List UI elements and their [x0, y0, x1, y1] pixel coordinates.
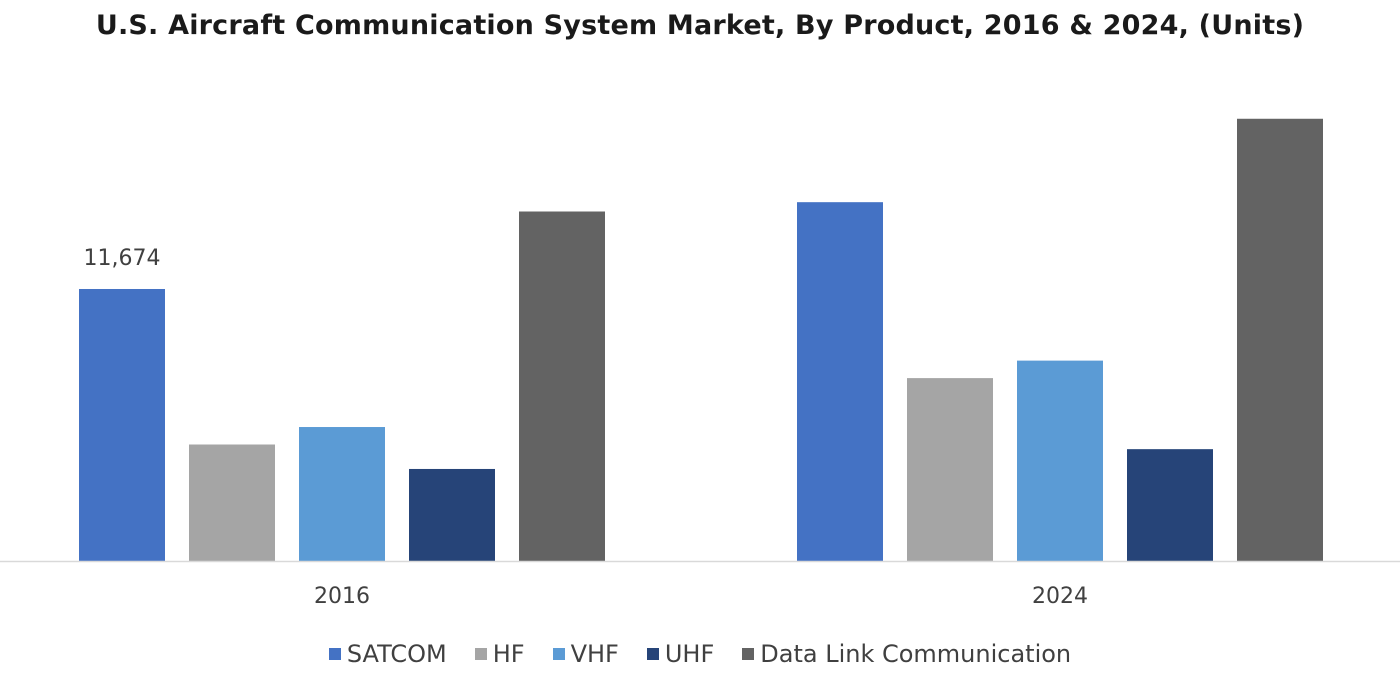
bar-uhf-2016 — [409, 468, 495, 561]
legend-label: SATCOM — [346, 640, 447, 668]
chart-title: U.S. Aircraft Communication System Marke… — [95, 10, 1305, 41]
bar-data-link-communication-2024 — [1237, 118, 1323, 562]
x-tick-labels: 2016 2024 — [314, 584, 1088, 609]
legend-item-satcom: SATCOM — [328, 640, 447, 668]
bar-hf-2016 — [189, 444, 275, 561]
bar-uhf-2024 — [1127, 449, 1213, 561]
data-label: 11,674 — [84, 246, 161, 271]
bar-vhf-2024 — [1017, 360, 1103, 561]
legend-item-vhf: VHF — [552, 640, 619, 668]
x-tick-label: 2024 — [1032, 584, 1088, 609]
legend-swatch — [646, 648, 659, 660]
legend-swatch — [552, 648, 565, 660]
legend-item-uhf: UHF — [646, 640, 715, 668]
legend-label: HF — [492, 640, 525, 668]
legend-item-hf: HF — [474, 640, 525, 668]
legend-label: VHF — [570, 640, 619, 668]
data-labels-group: 11,674 — [84, 246, 161, 271]
legend-swatch — [328, 648, 341, 660]
bar-data-link-communication-2016 — [519, 211, 605, 561]
x-tick-label: 2016 — [314, 584, 370, 609]
bar-satcom-2024 — [797, 202, 883, 561]
bar-satcom-2016 — [79, 288, 165, 561]
legend-swatch — [742, 648, 755, 660]
legend: SATCOM HF VHF UHF Data Link Communication — [0, 640, 1400, 668]
legend-label: UHF — [664, 640, 715, 668]
legend-label: Data Link Communication — [760, 640, 1072, 668]
bar-hf-2024 — [907, 378, 993, 561]
bars-group — [79, 118, 1323, 562]
legend-swatch — [474, 648, 487, 660]
legend-item-data-link-communication: Data Link Communication — [742, 640, 1071, 668]
bar-vhf-2016 — [299, 427, 385, 561]
